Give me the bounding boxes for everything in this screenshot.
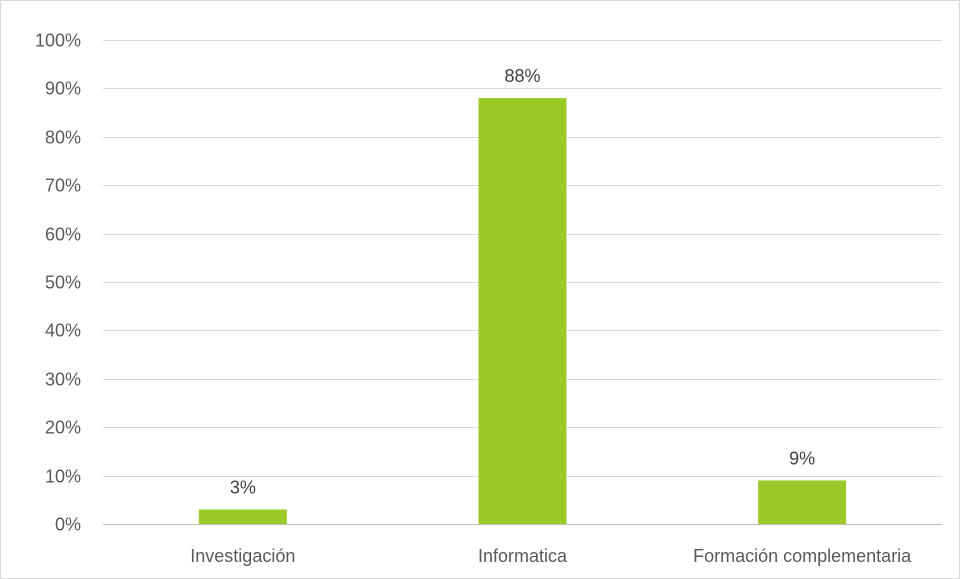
y-axis-tick-labels: 0% 10% 20% 30% 40% 50% 60% 70% 80% 90% 100% <box>35 31 81 535</box>
bars <box>198 98 847 524</box>
y-tick-label: 60% <box>45 225 81 245</box>
x-axis-category-labels: Investigación Informatica Formación comple… <box>190 546 912 566</box>
y-tick-label: 80% <box>45 128 81 148</box>
category-label: Informatica <box>478 546 568 566</box>
data-label: 3% <box>230 477 256 497</box>
y-tick-label: 40% <box>45 321 81 341</box>
y-tick-label: 10% <box>45 467 81 487</box>
y-tick-label: 50% <box>45 273 81 293</box>
data-label: 88% <box>504 66 540 86</box>
y-tick-label: 100% <box>35 31 81 51</box>
bar <box>198 509 287 524</box>
bar <box>758 480 847 524</box>
category-label: Investigación <box>190 546 295 566</box>
y-tick-label: 30% <box>45 370 81 390</box>
bar <box>478 98 567 524</box>
y-tick-label: 0% <box>55 515 81 535</box>
category-label: Formación complementaria <box>693 546 912 566</box>
y-tick-label: 20% <box>45 418 81 438</box>
data-label: 9% <box>789 448 815 468</box>
y-tick-label: 70% <box>45 176 81 196</box>
data-labels: 3% 88% 9% <box>230 66 815 497</box>
y-tick-label: 90% <box>45 79 81 99</box>
